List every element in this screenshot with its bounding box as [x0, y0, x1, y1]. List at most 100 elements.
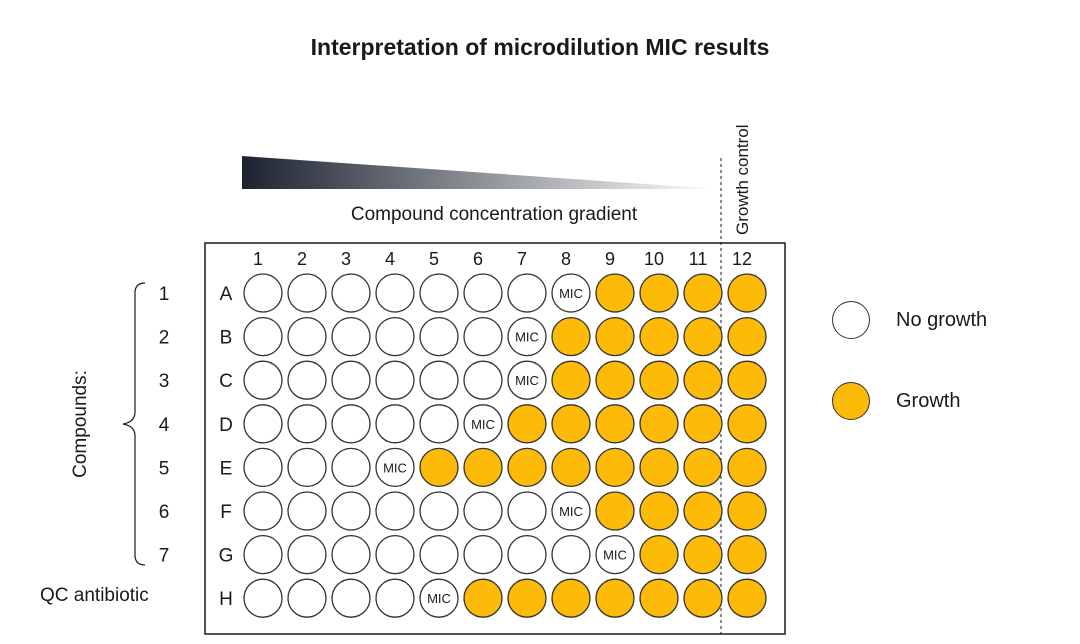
well-no-growth [375, 491, 415, 531]
column-label: 11 [689, 249, 708, 269]
growth-swatch [832, 382, 870, 420]
plate-border [204, 242, 786, 635]
well-growth [551, 578, 591, 618]
column-label: 9 [605, 249, 615, 269]
well-growth [639, 360, 679, 400]
column-label: 5 [429, 249, 439, 269]
well-growth [595, 447, 635, 488]
compound-number: 4 [159, 415, 170, 436]
well-growth [595, 578, 635, 618]
well-growth [683, 360, 723, 400]
well-no-growth [287, 491, 327, 531]
well-growth [683, 404, 723, 444]
compounds-label: Compounds: [70, 370, 91, 478]
well-no-growth [331, 273, 371, 313]
well-no-growth [243, 360, 283, 400]
well-growth [551, 447, 591, 488]
well-no-growth [419, 404, 459, 444]
column-label: 7 [517, 249, 527, 269]
well-growth [683, 491, 723, 531]
no-growth-swatch [832, 301, 870, 339]
well-growth [683, 447, 723, 488]
well-no-growth [375, 534, 415, 575]
well-no-growth [331, 404, 371, 444]
well-no-growth [287, 534, 327, 575]
mic-label: MIC [515, 330, 539, 345]
well-growth [683, 578, 723, 618]
compound-number: 3 [159, 371, 170, 392]
mic-label: MIC [603, 548, 627, 563]
well-no-growth [243, 534, 283, 575]
well-no-growth [419, 491, 459, 531]
row-label: E [220, 458, 233, 479]
well-growth [595, 491, 635, 531]
well-growth [727, 491, 767, 531]
mic-label: MIC [427, 591, 451, 606]
row-label: A [220, 284, 233, 305]
column-label: 4 [385, 249, 395, 269]
well-growth [595, 360, 635, 400]
well-growth [595, 316, 635, 357]
well-no-growth [419, 316, 459, 357]
well-growth [639, 534, 679, 575]
compound-number: 2 [159, 328, 170, 349]
well-no-growth [375, 360, 415, 400]
well-no-growth [287, 578, 327, 618]
well-no-growth [551, 534, 591, 575]
compound-number: 1 [159, 284, 170, 305]
well-no-growth [507, 273, 547, 313]
well-growth [463, 578, 503, 618]
column-label: 3 [341, 249, 351, 269]
column-label: 8 [561, 249, 571, 269]
well-growth [507, 447, 547, 488]
well-growth [639, 316, 679, 357]
well-growth [639, 491, 679, 531]
well-growth [507, 404, 547, 444]
mic-label: MIC [559, 504, 583, 519]
well-growth [419, 447, 459, 488]
well-growth [683, 273, 723, 313]
growth-control-label: Growth control [733, 124, 752, 235]
compound-number: 5 [159, 458, 170, 479]
well-no-growth [243, 447, 283, 488]
well-growth [683, 316, 723, 357]
well-no-growth [463, 491, 503, 531]
row-label: B [220, 328, 233, 349]
well-growth [507, 578, 547, 618]
well-no-growth [331, 316, 371, 357]
well-no-growth [419, 360, 459, 400]
well-no-growth [595, 534, 635, 575]
well-growth [551, 404, 591, 444]
row-label: G [219, 546, 234, 567]
well-growth [551, 316, 591, 357]
well-no-growth [243, 316, 283, 357]
mic-label: MIC [471, 417, 495, 432]
well-no-growth [243, 273, 283, 313]
well-growth [727, 404, 767, 444]
well-no-growth [419, 578, 459, 618]
row-label: H [219, 589, 233, 610]
well-no-growth [331, 534, 371, 575]
well-no-growth [243, 578, 283, 618]
well-no-growth [463, 316, 503, 357]
compound-number: 6 [159, 502, 170, 523]
well-growth [639, 578, 679, 618]
well-no-growth [375, 316, 415, 357]
legend-no-growth: No growth [832, 301, 987, 339]
well-no-growth [507, 534, 547, 575]
row-label: F [220, 502, 232, 523]
mic-label: MIC [515, 373, 539, 388]
well-no-growth [507, 316, 547, 357]
well-no-growth [331, 360, 371, 400]
column-label: 6 [473, 249, 483, 269]
row-label: D [219, 415, 233, 436]
well-no-growth [331, 578, 371, 618]
well-growth [727, 447, 767, 488]
well-no-growth [551, 273, 591, 313]
column-label: 10 [644, 249, 664, 269]
well-growth [595, 273, 635, 313]
well-no-growth [419, 534, 459, 575]
legend-label-no-growth: No growth [896, 308, 988, 331]
mic-label: MIC [383, 460, 407, 475]
